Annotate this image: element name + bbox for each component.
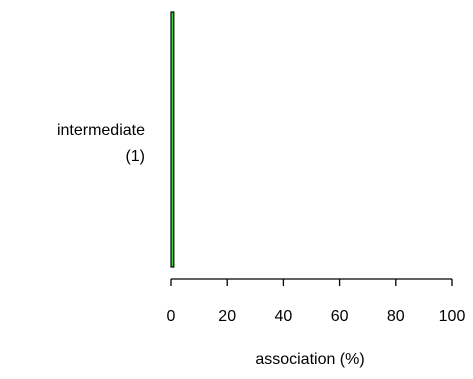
x-tick-label: 100 bbox=[439, 308, 466, 325]
x-axis-label: association (%) bbox=[255, 351, 364, 368]
x-tick-label: 80 bbox=[387, 308, 405, 325]
x-tick-label: 40 bbox=[275, 308, 293, 325]
x-tick-label: 20 bbox=[218, 308, 236, 325]
x-axis: 0 20 40 60 80 100 bbox=[167, 278, 466, 325]
x-tick-label: 0 bbox=[167, 308, 176, 325]
x-ticks bbox=[170, 279, 453, 286]
bars-group bbox=[170, 11, 175, 268]
category-labels: intermediate (1) bbox=[57, 122, 145, 165]
bar-intermediate bbox=[170, 11, 175, 268]
category-label-count: (1) bbox=[125, 148, 145, 165]
category-label-name: intermediate bbox=[57, 122, 145, 139]
x-tick-labels: 0 20 40 60 80 100 bbox=[167, 308, 466, 325]
x-tick-label: 60 bbox=[331, 308, 349, 325]
